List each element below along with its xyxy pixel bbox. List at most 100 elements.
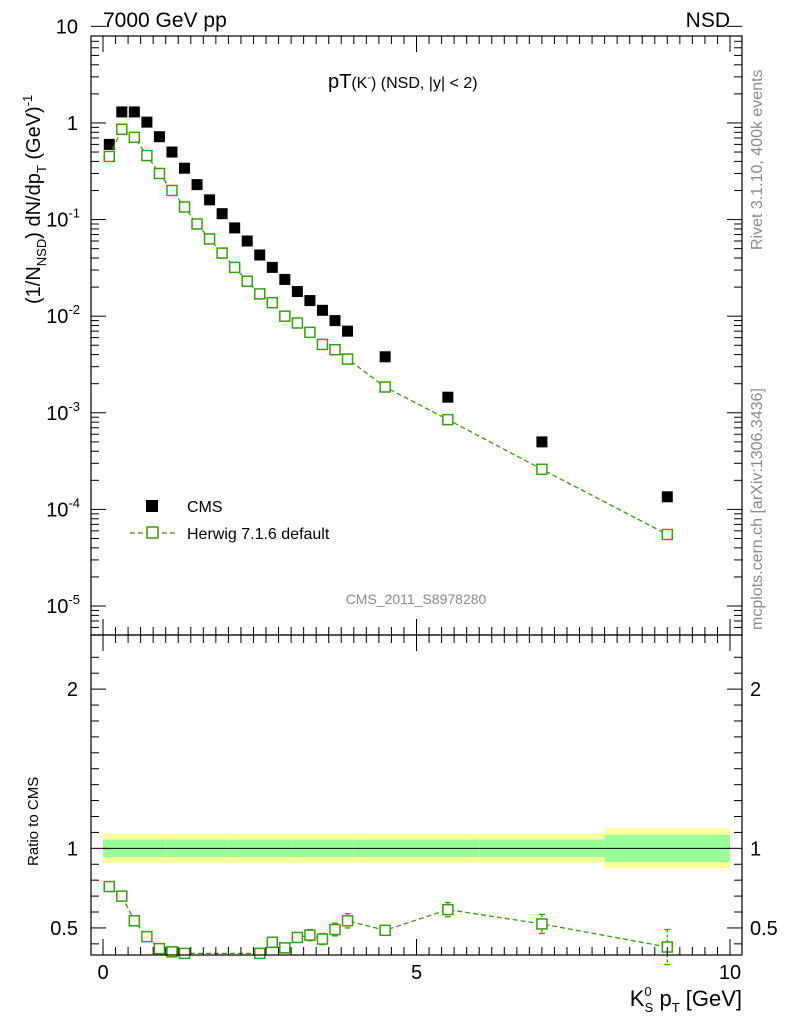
ratio-series-herwig [103,880,674,966]
herwig-point [304,326,316,339]
cms-point [266,261,278,273]
title-rest: ) (NSD, |y| < 2) [371,75,478,92]
main-y-tick-label: 1 [67,113,78,135]
main-frame [90,35,743,636]
side-label-rivet: Rivet 3.1.10, 400k events [749,69,766,250]
herwig-point [141,149,153,162]
title-sup: - [367,72,371,84]
ratio-y-ticks: 0.5 0.5 1 1 2 2 [50,656,778,945]
legend-cms-marker [146,500,158,512]
ratio-point [116,890,128,902]
ratio-point [254,947,266,960]
cms-point [329,315,341,327]
cms-point [536,436,548,448]
ratio-point [304,929,316,941]
herwig-point [329,343,341,356]
herwig-point [216,247,228,259]
side-label-mcplots: mcplots.cern.ch [arXiv:1306.3436] [749,388,766,630]
ratio-point [442,903,454,916]
herwig-point [661,528,674,541]
ratio-point [266,936,279,949]
main-series-cms [103,106,673,503]
herwig-point [228,261,241,274]
title-main: pT [328,71,351,93]
ratio-panel: 0.5 0.5 1 1 2 2 0 5 10 Ratio to CMS K0 S pT [GeV… [25,634,778,1015]
ratio-point [341,915,354,927]
main-y-tick-label: 10-4 [46,495,80,521]
main-y-tick-label: 10-1 [46,206,80,232]
cms-point [191,179,203,191]
main-y-ticks: 10-5 10-4 10-3 10-2 10-1 1 10 [46,16,742,628]
ratio-y-tick-label: 0.5 [50,918,78,940]
ratio-point [329,923,341,936]
cms-point [103,138,115,150]
cms-point [141,116,153,128]
herwig-point [291,317,304,329]
ratio-y-tick-label-right: 2 [750,679,761,701]
herwig-point [103,150,116,163]
ratio-point [141,930,153,943]
herwig-point [442,413,454,426]
cms-point [379,351,391,363]
main-series-herwig [103,123,674,541]
ratio-y-tick-label-right: 0.5 [750,918,778,940]
main-y-tick-label: 10-2 [46,302,80,328]
cms-point [291,286,303,298]
herwig-point [341,353,354,365]
ratio-point [166,946,178,958]
cms-point [316,304,328,316]
x-tick-label: 5 [411,962,422,984]
plot-title: pT(K-) (NSD, |y| < 2) [328,71,478,93]
cms-point [254,249,266,261]
herwig-line [108,128,668,536]
cms-point [204,194,216,206]
herwig-point [153,167,166,180]
main-panel: 10-5 10-4 10-3 10-2 10-1 1 10 pT(K-) (NSD, |y|… [20,16,743,636]
cms-point [153,131,165,143]
ratio-y-axis-label: Ratio to CMS [25,777,42,866]
herwig-point [316,338,329,351]
cms-point [216,208,228,220]
header-right-label: NSD [686,9,730,32]
main-y-tick-label: 10-3 [46,399,80,425]
legend-cms-label: CMS [187,499,223,516]
herwig-point [178,201,191,213]
ratio-y-tick-label: 1 [67,838,78,860]
cms-point [241,235,253,247]
herwig-point [203,233,216,245]
cms-point [116,106,128,118]
cms-point [279,273,291,285]
cms-point [128,106,140,118]
cms-point [166,146,178,158]
x-axis-label: K0 S pT [GeV] [630,984,742,1015]
herwig-point [128,131,141,144]
herwig-point [279,310,291,322]
herwig-point [191,218,203,230]
ratio-x-ticks: 0 5 10 [97,635,741,984]
main-y-tick-label: 10-5 [46,592,80,618]
herwig-point [166,184,178,197]
ratio-point [536,918,548,930]
x-tick-label: 10 [719,962,741,984]
legend: CMS Herwig 7.1.6 default [130,499,330,543]
ratio-point [379,924,391,937]
main-y-tick-label: 10 [56,16,78,38]
legend-herwig-label: Herwig 7.1.6 default [187,526,330,543]
ratio-point [103,880,116,893]
cms-point [229,222,241,234]
ratio-y-tick-label-right: 1 [750,838,761,860]
ratio-point [279,942,291,954]
title-sub: (K [351,75,367,92]
main-x-ticks [102,36,731,635]
herwig-point [241,275,253,287]
ratio-point [291,931,304,944]
legend-herwig-marker [146,526,159,539]
ratio-herwig-line [108,886,668,955]
ratio-frame [90,634,743,956]
analysis-label: CMS_2011_S8978280 [346,591,487,607]
herwig-point [536,463,548,476]
ratio-y-tick-label: 2 [67,679,78,701]
herwig-point [379,381,391,393]
cms-point [179,162,191,174]
